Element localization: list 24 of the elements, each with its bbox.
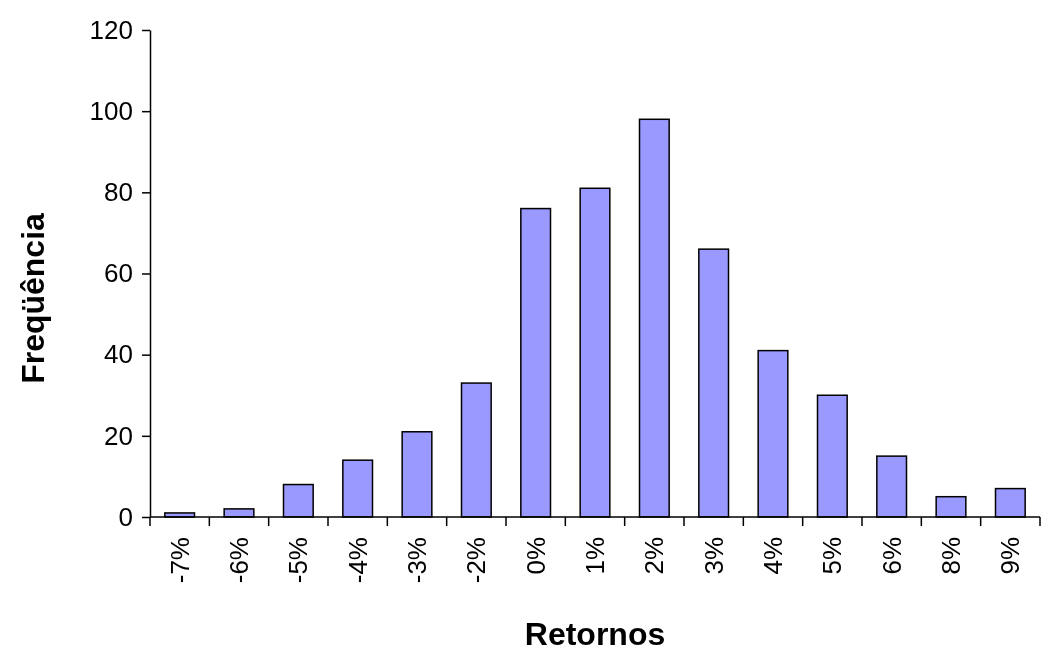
y-tick-label: 0	[118, 501, 133, 532]
x-tick-label: 5%	[817, 537, 848, 575]
x-tick-label: -2%	[461, 537, 492, 584]
x-tick-label: -3%	[402, 537, 433, 584]
x-axis-title: Retornos	[524, 616, 666, 651]
y-tick-label: 100	[89, 95, 133, 126]
x-tick-label: -6%	[224, 537, 255, 584]
x-tick-label: 4%	[758, 537, 789, 575]
x-tick-label: 0%	[520, 537, 551, 575]
x-tick-label: 2%	[639, 537, 670, 575]
x-tick-label: 6%	[876, 537, 907, 575]
x-tick-label: 9%	[995, 537, 1026, 575]
y-axis-title: Freqüência	[15, 212, 51, 384]
y-tick-label: 60	[104, 258, 133, 289]
x-tick-label: 1%	[580, 537, 611, 575]
x-tick-label: -5%	[283, 537, 314, 584]
x-tick-label: -7%	[164, 537, 195, 584]
y-tick-label: 120	[89, 14, 133, 45]
x-tick-label: 3%	[698, 537, 729, 575]
x-tick-label: 8%	[936, 537, 967, 575]
y-tick-label: 40	[104, 339, 133, 370]
x-tick-label: -4%	[342, 537, 373, 584]
y-tick-label: 80	[104, 177, 133, 208]
y-tick-label: 20	[104, 420, 133, 451]
